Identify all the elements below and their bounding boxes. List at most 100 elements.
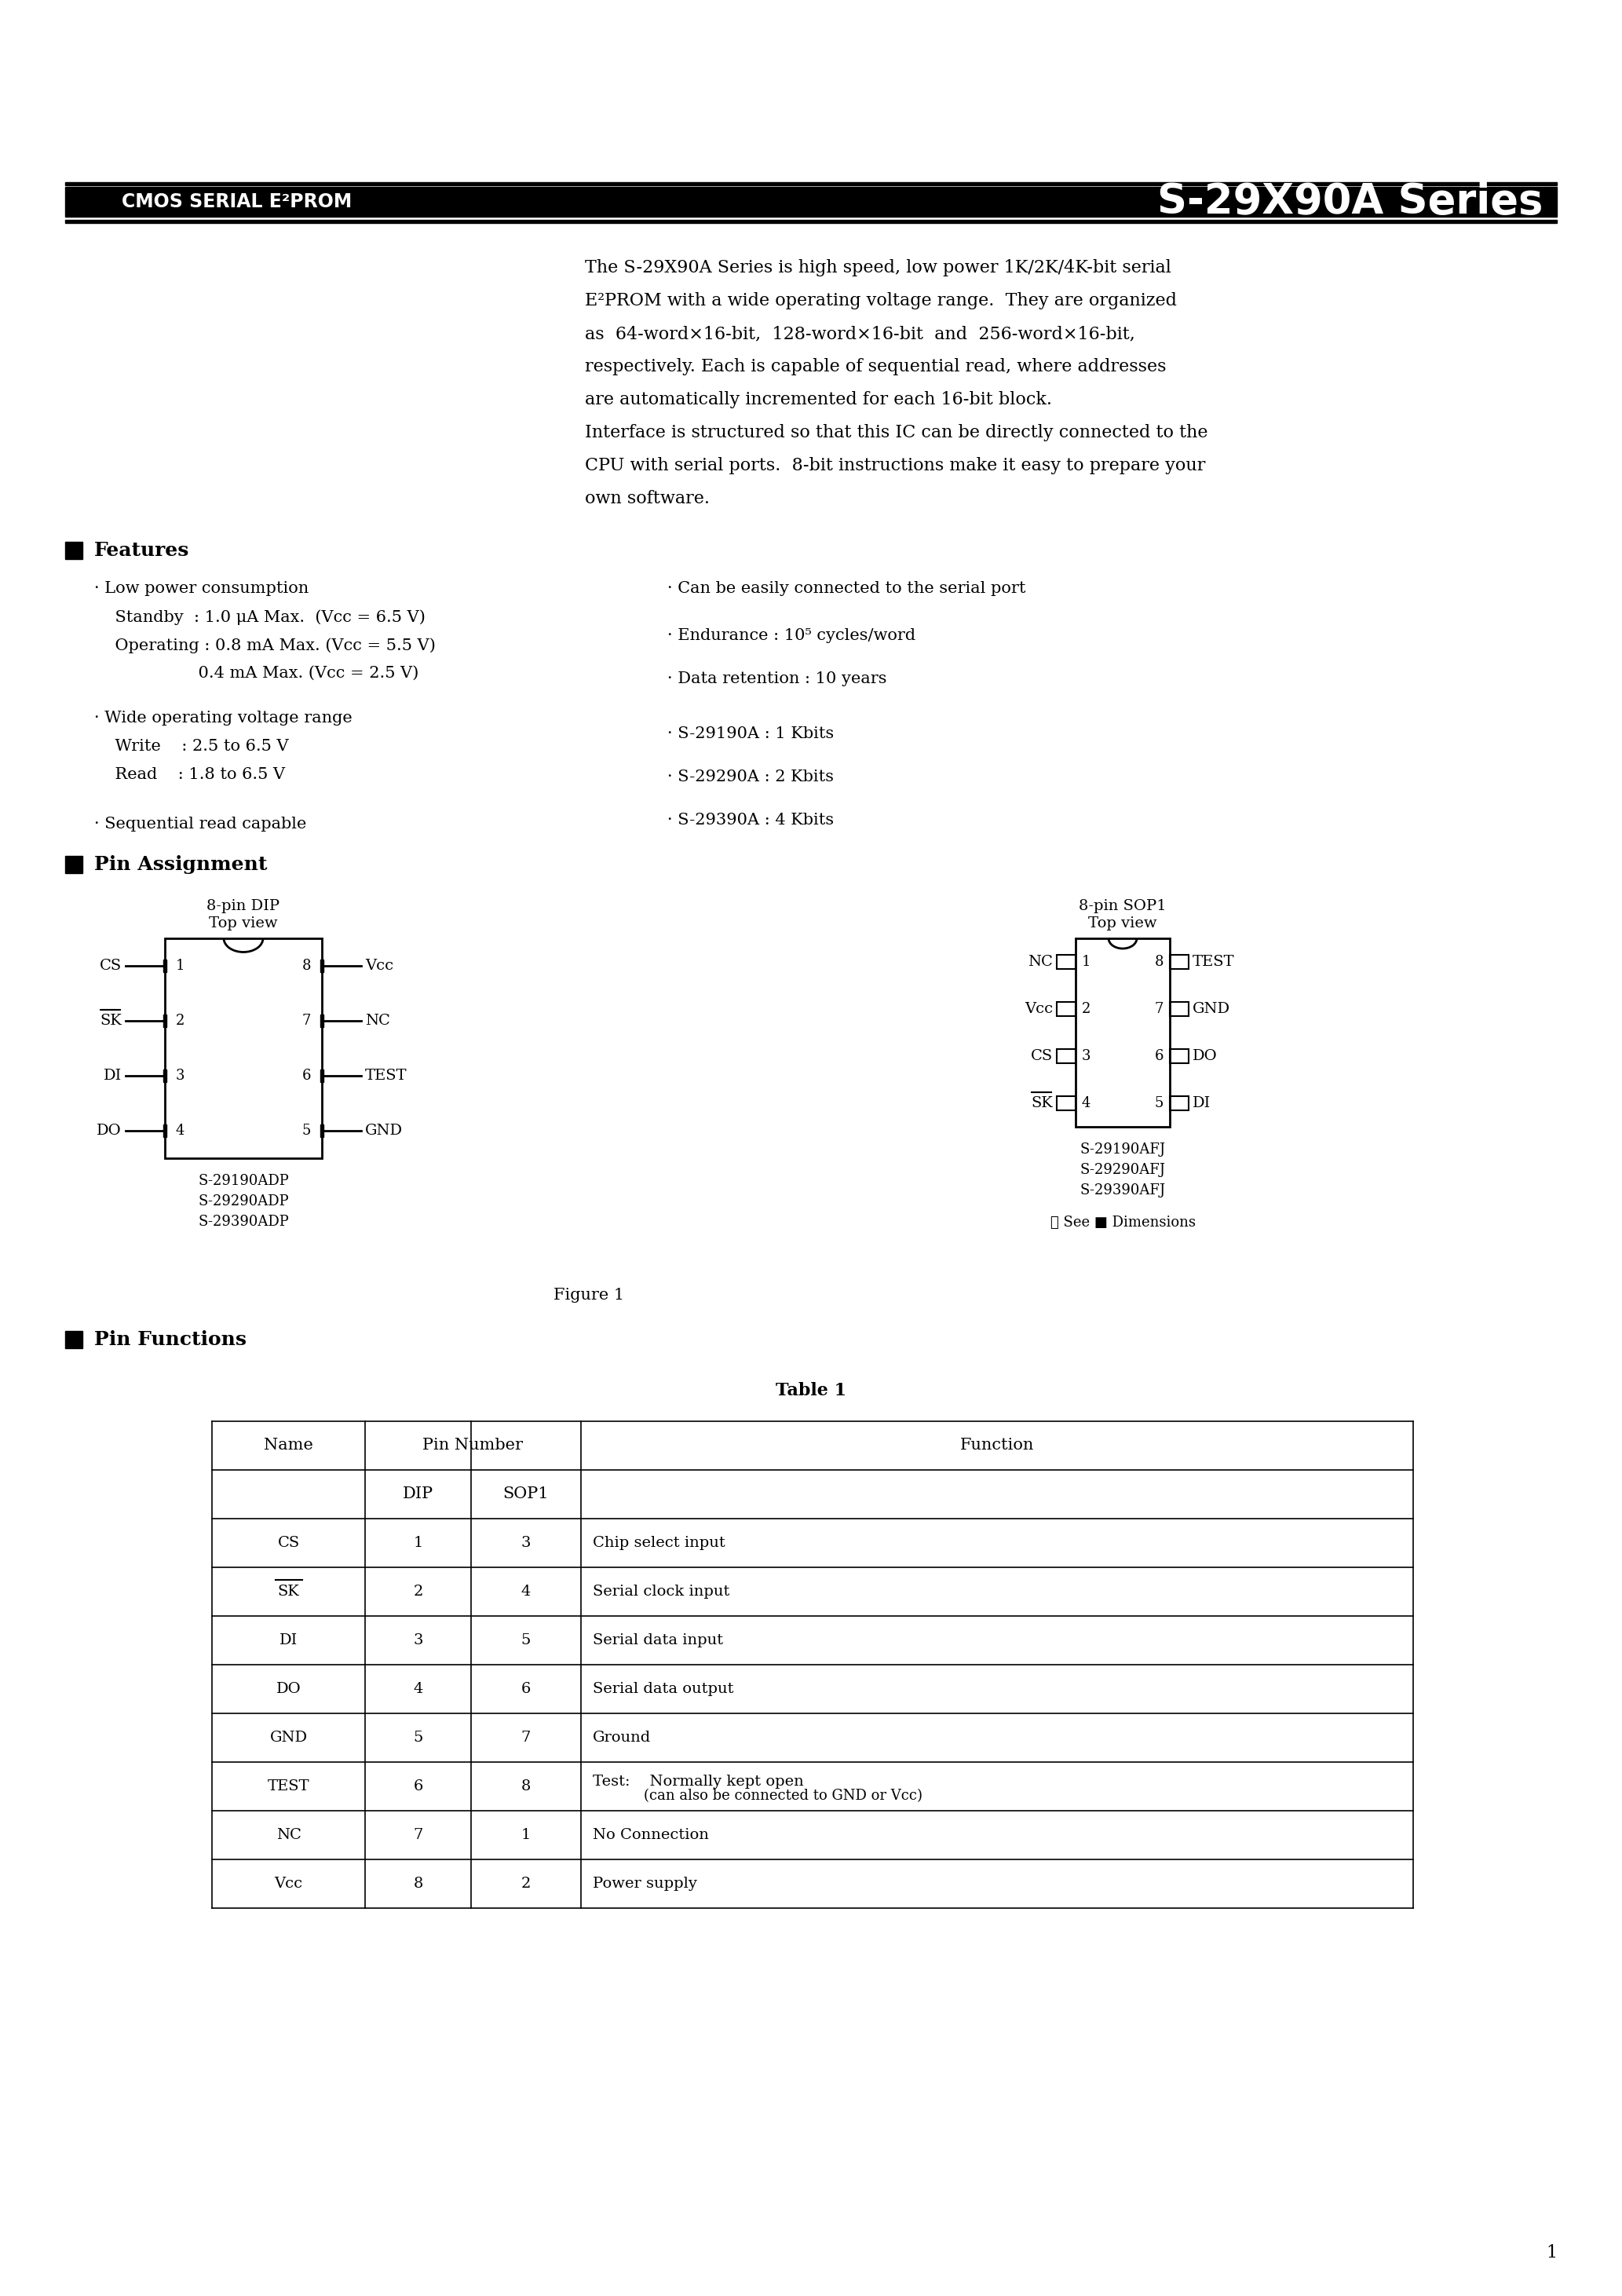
Text: No Connection: No Connection <box>592 1828 709 1841</box>
Text: · S-29190A : 1 Kbits: · S-29190A : 1 Kbits <box>667 726 834 742</box>
Text: Operating : 0.8 mA Max. (Vcc = 5.5 V): Operating : 0.8 mA Max. (Vcc = 5.5 V) <box>94 638 436 652</box>
Text: Vcc: Vcc <box>365 960 394 974</box>
Text: 3: 3 <box>175 1068 185 1084</box>
Text: GND: GND <box>365 1123 402 1139</box>
Text: · S-29290A : 2 Kbits: · S-29290A : 2 Kbits <box>667 769 834 785</box>
Bar <box>65 181 1557 186</box>
Text: respectively. Each is capable of sequential read, where addresses: respectively. Each is capable of sequent… <box>586 358 1166 374</box>
Bar <box>320 1015 323 1026</box>
Text: TEST: TEST <box>1192 955 1234 969</box>
Text: · Low power consumption: · Low power consumption <box>94 581 308 597</box>
Text: 3: 3 <box>521 1536 530 1550</box>
Text: are automatically incremented for each 16-bit block.: are automatically incremented for each 1… <box>586 390 1053 409</box>
Text: CPU with serial ports.  8-bit instructions make it easy to prepare your: CPU with serial ports. 8-bit instruction… <box>586 457 1205 475</box>
Text: SK: SK <box>101 1015 122 1029</box>
Text: S-29290ADP: S-29290ADP <box>198 1194 289 1208</box>
Text: · Wide operating voltage range: · Wide operating voltage range <box>94 712 352 726</box>
Text: NC: NC <box>276 1828 302 1841</box>
Bar <box>1169 1001 1189 1017</box>
Text: CS: CS <box>99 960 122 974</box>
Text: DO: DO <box>276 1683 302 1697</box>
Text: DI: DI <box>279 1632 298 1649</box>
Text: GND: GND <box>269 1731 308 1745</box>
Text: 2: 2 <box>521 1876 530 1892</box>
Text: TEST: TEST <box>365 1068 407 1084</box>
Text: 4: 4 <box>414 1683 423 1697</box>
Text: NC: NC <box>365 1015 391 1029</box>
Bar <box>65 1332 83 1348</box>
Text: 5: 5 <box>414 1731 423 1745</box>
Text: Chip select input: Chip select input <box>592 1536 725 1550</box>
Text: 5: 5 <box>521 1632 530 1649</box>
Text: Ground: Ground <box>592 1731 650 1745</box>
Text: 3: 3 <box>1082 1049 1092 1063</box>
Bar <box>65 542 83 560</box>
Text: 1: 1 <box>521 1828 530 1841</box>
Text: (can also be connected to GND or Vcc): (can also be connected to GND or Vcc) <box>644 1789 923 1802</box>
Text: S-29X90A Series: S-29X90A Series <box>1156 181 1543 223</box>
Text: SK: SK <box>277 1584 300 1598</box>
Text: Pin Number: Pin Number <box>423 1437 524 1453</box>
Text: CS: CS <box>1030 1049 1053 1063</box>
Text: 1: 1 <box>1082 955 1092 969</box>
Text: 6: 6 <box>1155 1049 1163 1063</box>
Text: GND: GND <box>1192 1001 1231 1017</box>
Bar <box>65 856 83 872</box>
Text: Vcc: Vcc <box>1025 1001 1053 1017</box>
Bar <box>320 960 323 971</box>
Bar <box>164 1070 167 1081</box>
Text: Vcc: Vcc <box>274 1876 303 1892</box>
Text: Top view: Top view <box>209 916 277 930</box>
Text: CS: CS <box>277 1536 300 1550</box>
Text: 8-pin SOP1: 8-pin SOP1 <box>1079 900 1166 914</box>
Text: · S-29390A : 4 Kbits: · S-29390A : 4 Kbits <box>667 813 834 827</box>
Text: 8: 8 <box>414 1876 423 1892</box>
Text: as  64-word×16-bit,  128-word×16-bit  and  256-word×16-bit,: as 64-word×16-bit, 128-word×16-bit and 2… <box>586 326 1135 342</box>
Text: S-29190AFJ: S-29190AFJ <box>1080 1143 1166 1157</box>
Text: Standby  : 1.0 μA Max.  (Vcc = 6.5 V): Standby : 1.0 μA Max. (Vcc = 6.5 V) <box>94 608 425 625</box>
Text: · Endurance : 10⁵ cycles/word: · Endurance : 10⁵ cycles/word <box>667 629 915 643</box>
Text: 5: 5 <box>302 1123 311 1139</box>
Text: E²PROM with a wide operating voltage range.  They are organized: E²PROM with a wide operating voltage ran… <box>586 292 1178 310</box>
Bar <box>65 220 1557 223</box>
Text: Pin Assignment: Pin Assignment <box>94 854 268 875</box>
Text: Serial clock input: Serial clock input <box>592 1584 730 1598</box>
Text: Function: Function <box>960 1437 1035 1453</box>
Text: 2: 2 <box>1082 1001 1090 1017</box>
Text: Power supply: Power supply <box>592 1876 697 1892</box>
Text: own software.: own software. <box>586 489 710 507</box>
Text: 8: 8 <box>521 1779 530 1793</box>
Text: 0.4 mA Max. (Vcc = 2.5 V): 0.4 mA Max. (Vcc = 2.5 V) <box>94 666 418 682</box>
Text: Name: Name <box>264 1437 313 1453</box>
Text: S-29390AFJ: S-29390AFJ <box>1080 1182 1166 1199</box>
Text: 7: 7 <box>302 1015 311 1029</box>
Text: Figure 1: Figure 1 <box>553 1288 624 1302</box>
Bar <box>165 939 321 1157</box>
Text: DI: DI <box>104 1068 122 1084</box>
Text: 5: 5 <box>1155 1095 1163 1111</box>
Text: 4: 4 <box>1082 1095 1090 1111</box>
Text: 4: 4 <box>175 1123 185 1139</box>
Text: 6: 6 <box>414 1779 423 1793</box>
Bar <box>320 1070 323 1081</box>
Text: TEST: TEST <box>268 1779 310 1793</box>
Bar <box>1169 1095 1189 1111</box>
Text: NC: NC <box>1028 955 1053 969</box>
Text: ※ See ■ Dimensions: ※ See ■ Dimensions <box>1049 1215 1195 1231</box>
Text: Table 1: Table 1 <box>775 1382 847 1398</box>
Text: S-29390ADP: S-29390ADP <box>198 1215 289 1228</box>
Text: 7: 7 <box>521 1731 530 1745</box>
Text: 7: 7 <box>414 1828 423 1841</box>
Text: SOP1: SOP1 <box>503 1488 548 1502</box>
Text: 1: 1 <box>1546 2243 1557 2262</box>
Text: SK: SK <box>1032 1095 1053 1111</box>
Bar <box>164 1125 167 1137</box>
Text: 6: 6 <box>521 1683 530 1697</box>
Text: S-29190ADP: S-29190ADP <box>198 1173 289 1187</box>
Text: Interface is structured so that this IC can be directly connected to the: Interface is structured so that this IC … <box>586 425 1208 441</box>
Text: DO: DO <box>97 1123 122 1139</box>
Bar <box>1058 1049 1075 1063</box>
Text: 1: 1 <box>414 1536 423 1550</box>
Text: S-29290AFJ: S-29290AFJ <box>1080 1162 1166 1178</box>
Bar <box>1075 939 1169 1127</box>
